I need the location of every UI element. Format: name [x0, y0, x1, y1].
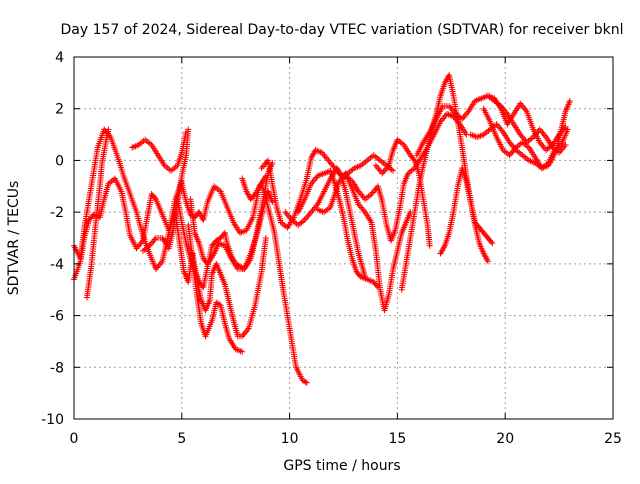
data-point: [151, 194, 158, 201]
series-arc-4: [129, 128, 190, 174]
y-tick-label: 4: [55, 50, 64, 66]
data-point: [390, 167, 397, 174]
series-arc-7: [185, 222, 246, 355]
y-tick-label: 0: [55, 153, 64, 169]
series-arc-1: [71, 126, 185, 273]
data-point: [269, 198, 276, 205]
series-arc-12: [282, 165, 369, 280]
x-tick-label: 0: [70, 431, 79, 447]
data-point: [564, 126, 571, 133]
x-tick-label: 15: [388, 431, 406, 447]
series-arc-14: [314, 110, 470, 244]
y-tick-label: -8: [50, 360, 64, 376]
data-point: [262, 172, 269, 179]
ticks: [73, 56, 614, 420]
data-point: [239, 348, 246, 355]
y-tick-label: 2: [55, 102, 64, 118]
series-group: [71, 72, 573, 386]
data-point: [488, 238, 495, 245]
y-tick-label: -2: [50, 205, 64, 221]
x-tick-label: 20: [496, 431, 514, 447]
x-axis-label: GPS time / hours: [283, 458, 400, 474]
series-arc-9: [139, 172, 269, 254]
chart-title: Day 157 of 2024, Sidereal Day-to-day VTE…: [61, 22, 624, 38]
x-tick-label: 10: [281, 431, 299, 447]
series-arc-10: [239, 175, 310, 386]
x-tick-label: 25: [604, 431, 622, 447]
data-point: [105, 126, 112, 133]
series-arc-22: [484, 92, 569, 156]
data-point: [251, 192, 258, 199]
series-arc-6: [172, 209, 269, 340]
series-arc-18: [437, 165, 491, 265]
y-tick-label: -4: [50, 257, 64, 273]
y-axis-label: SDTVAR / TECUs: [6, 181, 22, 296]
data-point: [562, 141, 569, 148]
data-point: [303, 379, 310, 386]
series-arc-3: [83, 126, 112, 301]
data-point: [183, 128, 190, 135]
data-point: [410, 156, 417, 163]
series-arc-13: [295, 167, 381, 291]
tick-labels: 0 5 10 15 20 25 -10 -8 -6 -4 -2 0 2 4: [41, 50, 622, 447]
data-point: [262, 235, 269, 241]
x-tick-label: 5: [177, 431, 186, 447]
series-arc-15: [342, 170, 414, 314]
data-point: [566, 97, 573, 104]
y-tick-label: -6: [50, 309, 64, 325]
data-point: [302, 378, 309, 385]
plot-frame: [73, 56, 614, 420]
data-point: [426, 242, 433, 249]
y-tick-label: -10: [41, 412, 64, 428]
data-point: [489, 240, 496, 247]
data-point: [484, 258, 491, 265]
